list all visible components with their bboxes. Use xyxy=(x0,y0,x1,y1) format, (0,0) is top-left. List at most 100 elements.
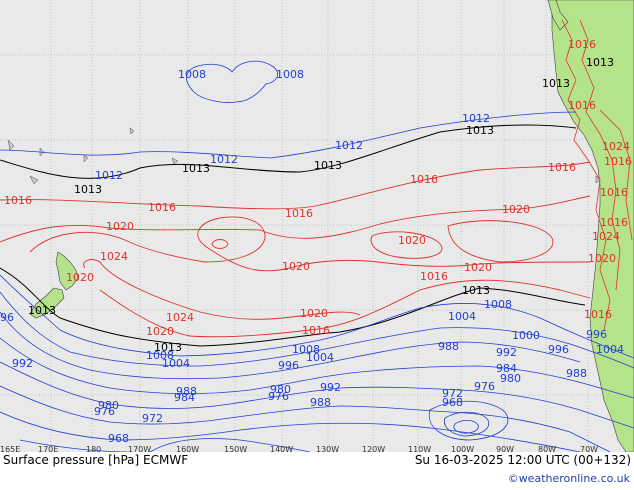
isobar-label: 992 xyxy=(496,346,517,359)
isobar-label: 1020 xyxy=(106,220,134,233)
isobar-label: 1016 xyxy=(584,308,612,321)
lon-tick: 170W xyxy=(128,445,151,454)
isobar-label: 1016 xyxy=(600,216,628,229)
lon-tick: 100W xyxy=(451,445,474,454)
isobars-andes xyxy=(561,19,633,331)
isobar-label: 996 xyxy=(586,328,607,341)
isobar-label: 968 xyxy=(108,432,129,445)
new-zealand-north xyxy=(55,251,79,291)
isobar-label: 1000 xyxy=(512,329,540,342)
isobar-label: 988 xyxy=(310,396,331,409)
isobar-label: 980 xyxy=(98,399,119,412)
isobar-label: 1020 xyxy=(66,271,94,284)
isobar-label: 1004 xyxy=(448,310,476,323)
isobar-label: 1012 xyxy=(210,153,238,166)
isobar-label: 976 xyxy=(474,380,495,393)
isobars-low xyxy=(0,60,634,453)
isobar-label: 968 xyxy=(442,396,463,409)
isobar-label: 988 xyxy=(176,385,197,398)
isobar-label: 984 xyxy=(174,391,195,404)
isobar-label: 1013 xyxy=(314,159,342,172)
credit-link[interactable]: ©weatheronline.co.uk xyxy=(507,472,630,485)
isobar-label: 1008 xyxy=(146,349,174,362)
isobar-label: 1024 xyxy=(100,250,128,263)
lon-tick: 160W xyxy=(176,445,199,454)
isobar-label: 1020 xyxy=(300,307,328,320)
lon-tick: 120W xyxy=(362,445,385,454)
isobar-label: 1008 xyxy=(276,68,304,81)
isobar-label: 988 xyxy=(566,367,587,380)
isobar-label: 1016 xyxy=(420,270,448,283)
isobar-label: 976 xyxy=(94,405,115,418)
isobar-label: 1016 xyxy=(302,324,330,337)
lon-tick: 150W xyxy=(224,445,247,454)
isobar-label: 1008 xyxy=(292,343,320,356)
isobar-label: 1013 xyxy=(28,304,56,317)
isobar-label: 1016 xyxy=(568,38,596,51)
isobar-label: 1016 xyxy=(148,201,176,214)
isobar-label: 1013 xyxy=(182,162,210,175)
isobar-label: 1020 xyxy=(464,261,492,274)
isobar-label: 1016 xyxy=(410,173,438,186)
isobar-label: 1016 xyxy=(4,194,32,207)
isobar-label: 96 xyxy=(0,311,14,324)
isobar-label: 1012 xyxy=(95,169,123,182)
isobar-1013 xyxy=(0,124,586,347)
isobar-label: 996 xyxy=(278,359,299,372)
isobar-label: 972 xyxy=(142,412,163,425)
isobar-label: 1020 xyxy=(282,260,310,273)
isobar-label: 992 xyxy=(12,357,33,370)
isobar-label: 1013 xyxy=(586,56,614,69)
lon-tick: 110W xyxy=(408,445,431,454)
isobar-label: 988 xyxy=(438,340,459,353)
isobar-label: 992 xyxy=(320,381,341,394)
lon-tick: 165E xyxy=(0,445,20,454)
lon-tick: 80W xyxy=(538,445,556,454)
footer-bar xyxy=(0,452,634,490)
isobar-label: 1004 xyxy=(162,357,190,370)
isobar-label: 1008 xyxy=(178,68,206,81)
isobar-label: 984 xyxy=(496,362,517,375)
isobars-high xyxy=(0,161,591,338)
isobar-label: 1024 xyxy=(602,140,630,153)
isobar-label: 1004 xyxy=(596,343,624,356)
isobar-label: 1013 xyxy=(154,341,182,354)
lon-tick: 90W xyxy=(496,445,514,454)
lon-tick: 130W xyxy=(316,445,339,454)
isobar-label: 1013 xyxy=(74,183,102,196)
isobar-label: 1008 xyxy=(484,298,512,311)
isobar-label: 1020 xyxy=(398,234,426,247)
isobar-label: 1016 xyxy=(604,155,632,168)
islands xyxy=(7,127,601,185)
isobar-label: 1013 xyxy=(542,77,570,90)
isobar-label: 1024 xyxy=(592,230,620,243)
isobar-label: 980 xyxy=(270,383,291,396)
isobar-label: 1024 xyxy=(166,311,194,324)
isobar-label: 1016 xyxy=(600,186,628,199)
isobar-label: 1020 xyxy=(146,325,174,338)
isobar-label: 976 xyxy=(268,390,289,403)
valid-time: Su 16-03-2025 12:00 UTC (00+132) xyxy=(414,453,631,467)
isobar-label: 1013 xyxy=(466,124,494,137)
isobar-label: 1004 xyxy=(306,351,334,364)
lon-tick: 70W xyxy=(580,445,598,454)
isobar-label: 1012 xyxy=(462,112,490,125)
lon-tick: 140W xyxy=(270,445,293,454)
isobar-label: 1016 xyxy=(568,99,596,112)
isobar-label: 1016 xyxy=(285,207,313,220)
isobar-label: 1020 xyxy=(588,252,616,265)
isobar-label: 1012 xyxy=(335,139,363,152)
longitude-axis: 165E 170E 180 170W 160W 150W 140W 130W 1… xyxy=(0,445,598,454)
south-america xyxy=(551,0,634,453)
isobar-label: 1013 xyxy=(462,284,490,297)
ocean xyxy=(0,0,634,452)
isobar-label: 972 xyxy=(442,387,463,400)
isobar-labels: 1008 1008 1012 1012 1012 1012 1013 1013 … xyxy=(0,38,632,445)
lon-tick: 180 xyxy=(86,445,101,454)
map-title: Surface pressure [hPa] ECMWF xyxy=(3,453,189,467)
isobar-label: 980 xyxy=(500,372,521,385)
isobar-label: 1016 xyxy=(548,161,576,174)
lon-tick: 170E xyxy=(38,445,58,454)
isobar-label: 996 xyxy=(548,343,569,356)
